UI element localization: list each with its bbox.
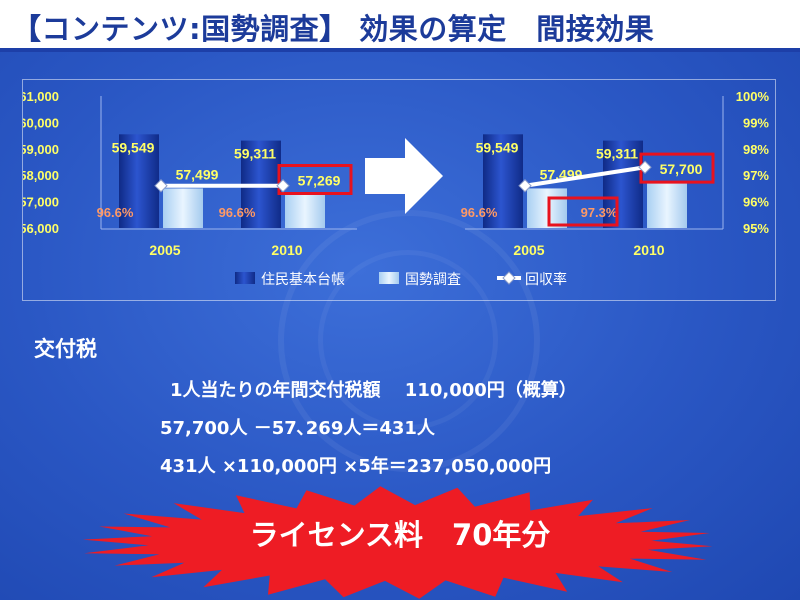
data-label-residents: 59,549 <box>112 139 155 155</box>
data-label-residents: 59,311 <box>234 146 276 162</box>
data-label-census: 57,700 <box>660 161 703 177</box>
y-tick-label: 58,000 <box>23 168 59 183</box>
y-tick-label: 56,000 <box>23 221 59 236</box>
bar-residents <box>119 134 159 228</box>
data-label-census: 57,499 <box>176 166 219 182</box>
watermark-inner-circle <box>318 250 498 430</box>
highlight-box <box>277 163 353 195</box>
title-underline <box>0 48 800 52</box>
starburst-shape <box>82 486 713 599</box>
y2-tick-label: 100% <box>736 89 770 104</box>
rate-point <box>638 160 652 174</box>
y-tick-label: 60,000 <box>23 115 59 130</box>
bar-census <box>285 194 325 228</box>
calc-line-2: 57,700人 －57､269人＝431人 <box>160 418 435 439</box>
y2-tick-label: 99% <box>743 115 769 130</box>
x-tick-label: 2005 <box>149 242 180 258</box>
calc-line-1: 1人当たりの年間交付税額 110,000円（概算） <box>170 380 577 401</box>
bar-census <box>527 188 567 228</box>
y2-tick-label: 97% <box>743 168 769 183</box>
bar-residents <box>483 134 523 228</box>
data-label-rate: 96.6% <box>461 205 498 220</box>
bar-residents <box>603 140 643 228</box>
data-label-census: 57,269 <box>298 172 341 188</box>
y2-tick-label: 96% <box>743 195 769 210</box>
highlight-box <box>547 196 619 227</box>
y2-tick-label: 98% <box>743 142 769 157</box>
bar-census <box>163 188 203 228</box>
data-label-residents: 59,549 <box>476 139 519 155</box>
y-tick-label: 59,000 <box>23 142 59 157</box>
chart-panel: 56,000 57,000 58,000 59,000 60,000 61,000 95% 9… <box>19 79 776 301</box>
y-tick-label: 57,000 <box>23 195 59 210</box>
section-title: 交付税 <box>34 337 97 361</box>
watermark-circle <box>278 210 540 472</box>
calc-line-3: 431人 ×110,000円 ×5年＝237,050,000円 <box>160 456 552 477</box>
data-label-rate: 96.6% <box>97 205 134 220</box>
x-tick-label: 2010 <box>633 242 664 258</box>
arrow-icon <box>365 138 443 214</box>
data-label-rate: 96.6% <box>219 205 256 220</box>
page-title: 【コンテンツ:国勢調査】 効果の算定 間接効果 <box>12 12 655 46</box>
dark-bar-icon <box>235 272 255 284</box>
x-tick-label: 2010 <box>271 242 302 258</box>
title-bar: 【コンテンツ:国勢調査】 効果の算定 間接効果 <box>0 0 800 52</box>
rate-line <box>524 165 646 188</box>
legend-label: 回収率 <box>525 271 567 287</box>
light-bar-icon <box>379 272 399 284</box>
y-tick-label: 61,000 <box>23 89 59 104</box>
bar-census <box>647 183 687 228</box>
banner-text: ライセンス料 70年分 <box>249 518 551 552</box>
data-label-residents: 59,311 <box>596 146 638 162</box>
legend-label: 住民基本台帳 <box>261 271 345 287</box>
x-tick-label: 2005 <box>513 242 544 258</box>
rate-point <box>154 179 168 193</box>
diamond-line-icon <box>502 271 516 285</box>
chart-svg: 56,000 57,000 58,000 59,000 60,000 61,000 95% 9… <box>19 89 770 287</box>
rate-point <box>518 179 532 193</box>
legend-label: 国勢調査 <box>405 271 461 287</box>
data-label-rate: 97.3% <box>581 205 618 220</box>
y2-tick-label: 95% <box>743 221 769 236</box>
rate-point <box>276 179 290 193</box>
